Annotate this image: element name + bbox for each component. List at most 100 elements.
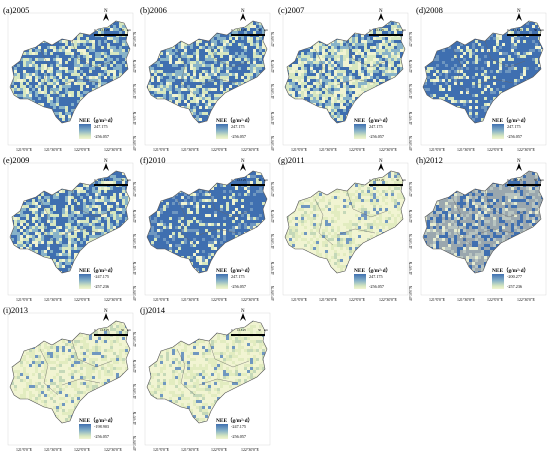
- latitude-tick: 41°30'0"N: [133, 83, 137, 99]
- legend-color-ramp: [79, 124, 91, 139]
- scale-label: 12.5: [100, 178, 106, 182]
- map-panel: (b)2006 N 0 12.5 25 50 km NEE（g/m²·d） 247.175 -25…: [133, 5, 272, 155]
- longitude-tick: 122°30'0"E: [241, 298, 259, 302]
- longitude-tick: 122°0'0"E: [74, 148, 90, 152]
- scale-unit: km: [264, 328, 268, 332]
- legend-high-value: 247.175: [94, 124, 108, 129]
- region-outline: [9, 20, 131, 124]
- latitude-tick: 42°30'0"N: [133, 31, 137, 47]
- scale-bar: 0 12.5 25 50 km: [94, 328, 134, 340]
- region-outline: [146, 170, 268, 274]
- longitude-tick: 122°0'0"E: [211, 148, 227, 152]
- scale-unit: km: [264, 28, 268, 32]
- longitude-tick: 122°30'0"E: [379, 148, 397, 152]
- map-panel: (a)2005 N 0 12.5 25 50 km NEE（g/m²·d） 247.175 -25…: [0, 5, 135, 155]
- longitude-tick: 122°0'0"E: [74, 298, 90, 302]
- district-boundaries: [39, 340, 113, 396]
- longitude-tick: 122°30'0"E: [241, 448, 259, 452]
- north-arrow-icon: N: [371, 7, 391, 21]
- north-arrow-icon: N: [233, 157, 253, 171]
- latitude-tick: 42°30'0"N: [271, 181, 275, 197]
- panel-label: (e)2009: [3, 155, 30, 165]
- region-outline: [284, 20, 406, 124]
- latitude-tick: 41°30'0"N: [271, 233, 275, 249]
- north-arrow-icon: N: [371, 157, 391, 171]
- north-arrow-icon: N: [96, 157, 116, 171]
- legend-title: NEE（g/m²·d）: [492, 268, 529, 274]
- legend-title: NEE（g/m²·d）: [79, 418, 116, 424]
- region-map: [144, 312, 271, 446]
- scale-label: 12.5: [100, 28, 106, 32]
- longitude-tick: 122°30'0"E: [517, 148, 535, 152]
- longitude-tick: 121°30'0"E: [44, 148, 62, 152]
- longitude-tick: 121°0'0"E: [291, 298, 307, 302]
- legend-color-ramp: [216, 424, 228, 439]
- legend-low-value: -256.057: [94, 434, 110, 439]
- scale-unit: km: [540, 178, 544, 182]
- scale-bar: 0 12.5 25 50 km: [369, 178, 409, 190]
- scale-label: 50: [534, 178, 537, 182]
- scale-unit: km: [127, 178, 131, 182]
- scale-bar: 0 12.5 25 50 km: [507, 28, 547, 40]
- region-map: [144, 162, 271, 296]
- nee-legend: NEE（g/m²·d） 247.175 -256.057: [216, 116, 272, 144]
- longitude-tick: 121°30'0"E: [44, 298, 62, 302]
- legend-color-ramp: [216, 274, 228, 289]
- latitude-tick: 42°0'0"N: [133, 59, 137, 73]
- scale-unit: km: [127, 28, 131, 32]
- scale-label: 0: [369, 178, 371, 182]
- longitude-tick: 121°30'0"E: [181, 298, 199, 302]
- longitude-tick: 121°30'0"E: [319, 148, 337, 152]
- region-outline: [9, 170, 131, 274]
- scale-label: 0: [94, 28, 96, 32]
- district-boundaries: [314, 40, 388, 96]
- scale-unit: km: [540, 28, 544, 32]
- scale-label: 25: [519, 28, 522, 32]
- scale-label: 50: [121, 328, 124, 332]
- latitude-tick: 42°0'0"N: [409, 209, 413, 223]
- region-map: [144, 12, 271, 146]
- scale-label: 12.5: [100, 328, 106, 332]
- map-panel: (d)2008 N 0 12.5 25 50 km NEE（g/m²·d） 247.175 -25…: [409, 5, 548, 155]
- legend-high-value: 247.175: [231, 124, 245, 129]
- region-map: [420, 162, 547, 296]
- scale-label: 0: [231, 28, 233, 32]
- scale-label: 12.5: [237, 178, 243, 182]
- scale-label: 50: [534, 28, 537, 32]
- district-boundaries: [39, 40, 113, 96]
- scale-bar: 0 12.5 25 50 km: [507, 178, 547, 190]
- legend-low-value: -256.057: [507, 134, 523, 139]
- svg-text:N: N: [241, 9, 245, 14]
- latitude-tick: 40°30'0"N: [409, 135, 413, 151]
- scale-bar: 0 12.5 25 50 km: [231, 28, 271, 40]
- panel-label: (d)2008: [416, 5, 443, 15]
- latitude-tick: 41°30'0"N: [133, 233, 137, 249]
- longitude-tick: 122°0'0"E: [487, 148, 503, 152]
- scale-unit: km: [402, 28, 406, 32]
- latitude-tick: 41°30'0"N: [133, 383, 137, 399]
- scale-bar: 0 12.5 25 50 km: [94, 178, 134, 190]
- district-boundaries: [314, 190, 388, 246]
- scale-label: 0: [369, 28, 371, 32]
- panel-label: (j)2014: [140, 305, 166, 315]
- nee-legend: NEE（g/m²·d） 247.175 -256.057: [216, 266, 272, 294]
- legend-low-value: -256.057: [369, 284, 385, 289]
- longitude-tick: 121°0'0"E: [291, 148, 307, 152]
- legend-high-value: -198.903: [94, 424, 110, 429]
- scale-label: 0: [507, 178, 509, 182]
- latitude-tick: 42°30'0"N: [409, 31, 413, 47]
- scale-label: 12.5: [375, 178, 381, 182]
- scale-label: 25: [106, 28, 109, 32]
- north-arrow-icon: N: [509, 157, 529, 171]
- longitude-tick: 122°0'0"E: [74, 448, 90, 452]
- latitude-tick: 42°0'0"N: [271, 59, 275, 73]
- legend-high-value: 247.175: [369, 124, 383, 129]
- scale-unit: km: [127, 328, 131, 332]
- longitude-tick: 122°30'0"E: [104, 448, 122, 452]
- legend-title: NEE（g/m²·d）: [79, 268, 116, 274]
- region-outline: [146, 320, 268, 424]
- north-arrow-icon: N: [96, 307, 116, 321]
- nee-legend: NEE（g/m²·d） -198.903 -256.057: [79, 416, 135, 444]
- scale-label: 50: [258, 178, 261, 182]
- longitude-tick: 122°0'0"E: [487, 298, 503, 302]
